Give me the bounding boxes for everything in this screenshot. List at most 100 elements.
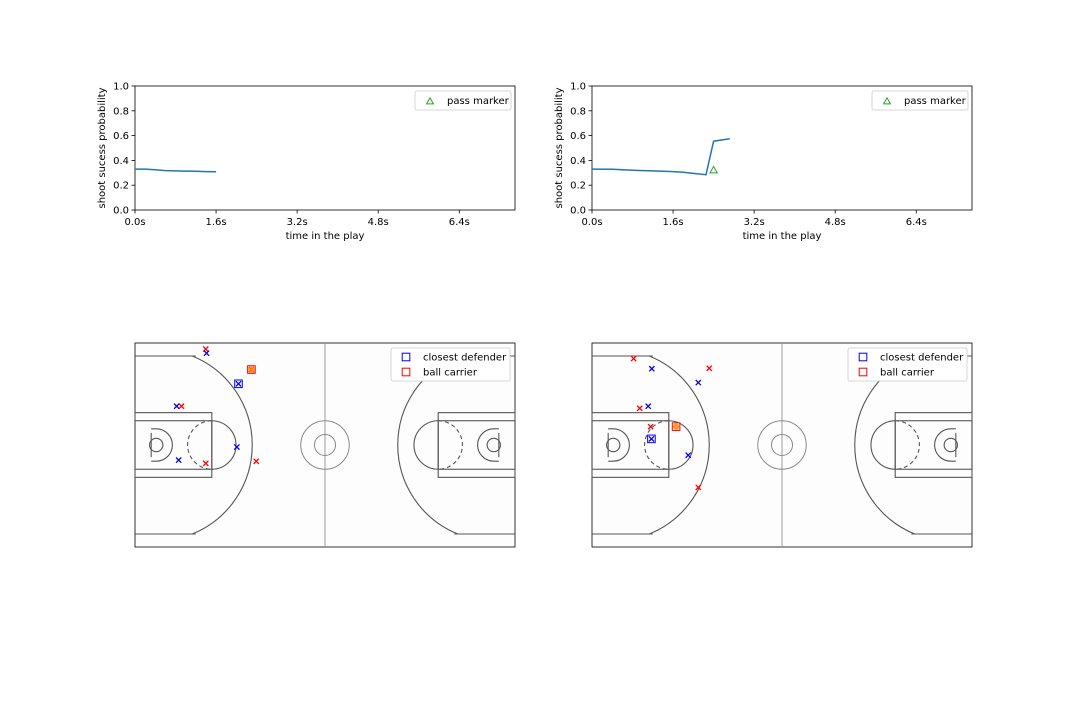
y-tick-label: 0.2 [570,181,586,192]
offense-player-marker [706,365,713,372]
x-tick-label: 0.0s [581,217,602,228]
x-tick-label: 0.0s [124,217,145,228]
free-throw-circle-left [211,420,237,470]
hoop-right [486,437,501,453]
y-tick-label: 0.2 [113,181,129,192]
offense-player-marker [647,423,654,430]
x-tick-label: 6.4s [906,217,927,228]
legend: pass marker [414,90,512,111]
x-axis-label: time in the play [286,231,365,242]
y-axis-label: shoot sucess probability [97,87,108,208]
defense-player-marker [645,403,652,410]
x-tick-label: 4.8s [825,217,846,228]
defense-player-marker [203,350,210,357]
y-tick-label: 0.0 [113,206,129,217]
y-tick-label: 0.0 [570,206,586,217]
y-tick-label: 1.0 [570,82,586,93]
pass-marker-point [709,165,719,174]
restricted-area-left [608,428,630,462]
line-chart-right: 0.0 0.2 0.4 0.6 0.8 1.0 0.0s 1.6s 3.2s 4.8s 6.4s ti… [554,82,973,242]
legend-label-carrier: ball carrier [423,368,478,379]
hoop-left [149,437,164,453]
offense-player-marker [630,355,637,362]
legend: closest defender ball carrier [847,347,968,382]
inner-lane-left [591,420,670,470]
free-throw-circle-right [870,420,896,470]
restricted-area-left [151,428,173,462]
three-point-arc-left [649,355,710,535]
hoop-left [606,437,621,453]
ball-carrier-square [247,365,256,374]
free-throw-circle-dashed-left [187,420,212,470]
closest-defender-square [234,379,243,389]
legend: closest defender ball carrier [390,347,511,382]
three-point-arc-left [192,355,253,535]
legend-box [414,90,512,111]
defense-player-marker [695,379,702,386]
center-circle-inner [313,433,337,457]
inner-lane-right [437,420,516,470]
series-line [591,137,730,176]
restricted-area-right [477,428,499,462]
restricted-area-right [934,428,956,462]
y-tick-label: 0.6 [113,131,129,142]
closest-defender-square [647,434,656,444]
inner-lane-right [894,420,973,470]
defense-player-marker [648,435,655,442]
y-tick-label: 0.6 [570,131,586,142]
court-chart-right: closest defender ball carrier [591,342,973,548]
free-throw-circle-dashed-left [644,420,669,470]
offense-player-marker [636,405,643,412]
legend-label-carrier: ball carrier [880,368,935,379]
legend-box [871,90,969,111]
legend-label-defender: closest defender [423,353,507,364]
series-line [135,168,217,173]
x-tick-label: 1.6s [206,217,227,228]
offense-player-marker [202,460,209,467]
y-tick-label: 1.0 [113,82,129,93]
legend-marker-triangle [425,96,435,105]
defense-player-marker [175,457,182,464]
x-axis-label: time in the play [743,231,822,242]
y-tick-label: 0.4 [113,156,129,167]
offense-player-marker [695,484,702,491]
ball-marker [248,366,255,373]
legend-label: pass marker [447,96,510,107]
y-tick-label: 0.8 [570,106,586,117]
center-circle-inner [770,433,794,457]
defense-player-marker [233,443,240,451]
y-tick-label: 0.8 [113,106,129,117]
defense-player-marker [685,452,692,459]
x-tick-label: 3.2s [744,217,765,228]
x-tick-label: 6.4s [449,217,470,228]
legend-marker-carrier [401,367,411,377]
inner-lane-left [134,420,213,470]
legend-label: pass marker [904,96,967,107]
free-throw-circle-dashed-right [895,420,920,470]
legend-box [847,347,968,382]
center-circle [300,420,350,470]
legend-box [390,347,511,382]
ball-marker [672,423,680,430]
defense-player-marker [235,380,242,387]
free-throw-circle-dashed-right [438,420,463,470]
offense-player-marker [178,403,185,410]
ball-carrier-square [671,422,681,431]
legend-marker-triangle [882,96,892,105]
y-axis-label: shoot sucess probability [554,87,565,208]
x-tick-label: 4.8s [368,217,389,228]
legend-marker-defender [858,352,868,362]
defense-player-marker [173,403,180,410]
defense-player-marker [648,365,655,372]
free-throw-circle-right [413,420,439,470]
court-chart-left: closest defender ball carrier [134,342,516,548]
x-tick-label: 1.6s [663,217,684,228]
offense-player-marker [253,458,260,465]
legend-marker-defender [401,352,411,362]
legend-marker-carrier [858,367,868,377]
hoop-right [943,437,958,453]
center-circle [757,420,807,470]
legend-label-defender: closest defender [880,353,964,364]
y-tick-label: 0.4 [570,156,586,167]
